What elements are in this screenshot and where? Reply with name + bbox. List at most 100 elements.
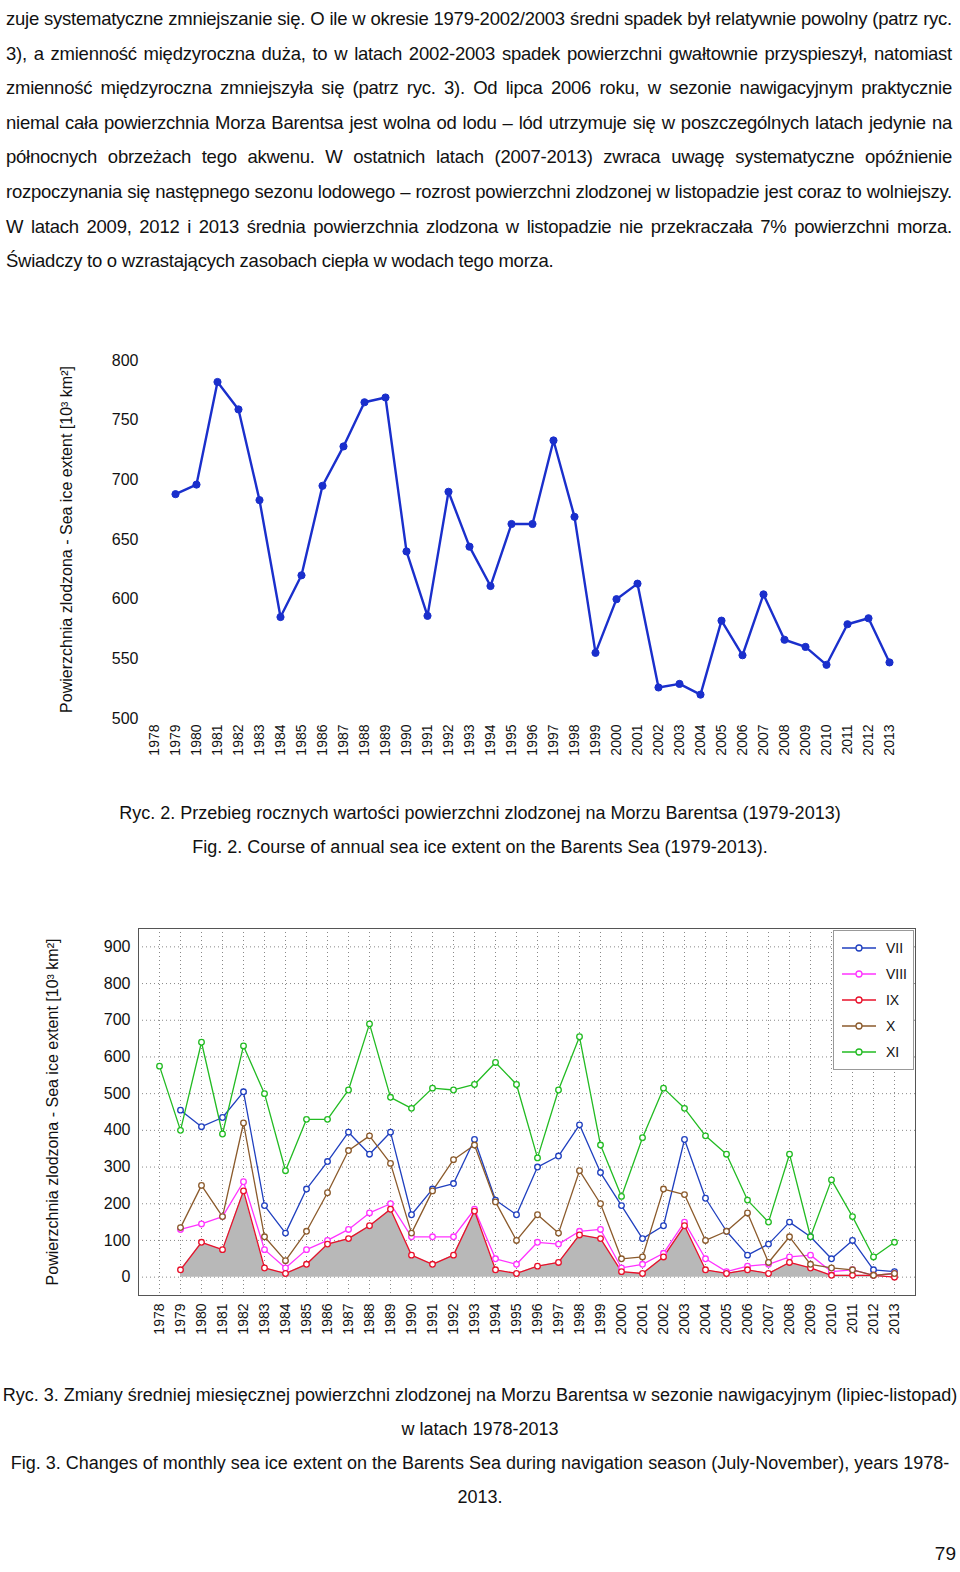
svg-text:1994: 1994 [487,1303,503,1334]
svg-text:1984: 1984 [272,724,288,755]
html-text:Fig. 3. Changes of monthly sea: Fig. 3. Changes of monthly sea ice exten… [10,1453,950,1507]
svg-text:700: 700 [112,471,139,488]
svg-text:2010: 2010 [823,1303,839,1334]
html-text:Ryc. 2. Przebieg rocznych wart: Ryc. 2. Przebieg rocznych wartości powie… [119,803,841,823]
svg-text:400: 400 [104,1121,131,1138]
svg-text:1980: 1980 [193,1303,209,1334]
svg-text:1981: 1981 [214,1303,230,1334]
svg-text:600: 600 [104,1048,131,1065]
svg-text:2012: 2012 [865,1303,881,1334]
svg-text:1993: 1993 [466,1303,482,1334]
svg-text:2009: 2009 [802,1303,818,1334]
svg-text:700: 700 [104,1011,131,1028]
svg-text:2000: 2000 [613,1303,629,1334]
svg-text:1999: 1999 [592,1303,608,1334]
svg-text:1998: 1998 [571,1303,587,1334]
svg-text:1995: 1995 [508,1303,524,1334]
svg-text:1983: 1983 [251,724,267,755]
svg-text:Powierzchnia zlodzona - Sea ic: Powierzchnia zlodzona - Sea ice extent [… [44,939,61,1286]
svg-text:2003: 2003 [676,1303,692,1334]
svg-text:900: 900 [104,938,131,955]
svg-text:1987: 1987 [340,1303,356,1334]
svg-text:1979: 1979 [172,1303,188,1334]
html-text:Ryc. 3. Zmiany średniej miesię: Ryc. 3. Zmiany średniej miesięcznej powi… [2,1385,958,1439]
svg-text:2004: 2004 [697,1303,713,1334]
svg-text:1998: 1998 [566,724,582,755]
svg-text:1996: 1996 [529,1303,545,1334]
svg-text:1982: 1982 [235,1303,251,1334]
svg-text:1989: 1989 [382,1303,398,1334]
svg-text:550: 550 [112,650,139,667]
svg-text:1991: 1991 [424,1303,440,1334]
svg-text:100: 100 [104,1232,131,1249]
svg-text:2000: 2000 [608,724,624,755]
svg-text:1999: 1999 [587,724,603,755]
svg-text:200: 200 [104,1195,131,1212]
svg-text:2010: 2010 [818,724,834,755]
svg-text:500: 500 [104,1085,131,1102]
svg-text:2013: 2013 [886,1303,902,1334]
svg-text:1978: 1978 [146,724,162,755]
svg-text:500: 500 [112,710,139,727]
svg-text:2008: 2008 [776,724,792,755]
svg-text:2003: 2003 [671,724,687,755]
svg-text:0: 0 [122,1268,131,1285]
html-text:VIII: VIII [886,966,907,982]
svg-text:2004: 2004 [692,724,708,755]
svg-text:2007: 2007 [755,724,771,755]
svg-text:1987: 1987 [335,724,351,755]
html-text:VII: VII [886,940,904,956]
svg-text:1986: 1986 [319,1303,335,1334]
svg-text:1979: 1979 [167,724,183,755]
svg-text:800: 800 [112,352,139,369]
svg-text:2002: 2002 [650,724,666,755]
svg-text:1989: 1989 [377,724,393,755]
svg-text:750: 750 [112,411,139,428]
svg-text:1985: 1985 [298,1303,314,1334]
svg-text:1997: 1997 [545,724,561,755]
svg-text:1988: 1988 [356,724,372,755]
svg-text:2005: 2005 [718,1303,734,1334]
svg-text:1984: 1984 [277,1303,293,1334]
svg-text:1992: 1992 [440,724,456,755]
svg-text:1995: 1995 [503,724,519,755]
svg-text:1988: 1988 [361,1303,377,1334]
svg-text:2006: 2006 [734,724,750,755]
html-text:79: 79 [934,1543,956,1564]
svg-text:1997: 1997 [550,1303,566,1334]
svg-text:600: 600 [112,590,139,607]
svg-text:1985: 1985 [293,724,309,755]
html-text:IX: IX [886,992,900,1008]
svg-text:1981: 1981 [209,724,225,755]
svg-text:1983: 1983 [256,1303,272,1334]
svg-text:300: 300 [104,1158,131,1175]
svg-text:2011: 2011 [839,724,855,754]
html-text:Fig. 2. Course of annual sea i: Fig. 2. Course of annual sea ice extent … [192,837,768,857]
html-text:zuje systematyczne zmniejszani: zuje systematyczne zmniejszanie się. O i… [6,8,952,272]
svg-text:1994: 1994 [482,724,498,755]
svg-text:1990: 1990 [398,724,414,755]
svg-text:2012: 2012 [860,724,876,755]
svg-text:2009: 2009 [797,724,813,755]
svg-text:2011: 2011 [844,1303,860,1333]
svg-text:1991: 1991 [419,724,435,755]
svg-text:Powierzchnia zlodzona - Sea ic: Powierzchnia zlodzona - Sea ice extent [… [58,366,75,713]
svg-text:2002: 2002 [655,1303,671,1334]
svg-text:2007: 2007 [760,1303,776,1334]
svg-text:2001: 2001 [634,1303,650,1334]
svg-text:1992: 1992 [445,1303,461,1334]
svg-text:1990: 1990 [403,1303,419,1334]
svg-text:800: 800 [104,975,131,992]
svg-text:1982: 1982 [230,724,246,755]
svg-text:1978: 1978 [151,1303,167,1334]
svg-text:2008: 2008 [781,1303,797,1334]
svg-text:2005: 2005 [713,724,729,755]
svg-text:650: 650 [112,531,139,548]
svg-text:1980: 1980 [188,724,204,755]
svg-text:2001: 2001 [629,724,645,755]
svg-text:1993: 1993 [461,724,477,755]
svg-text:2013: 2013 [881,724,897,755]
svg-text:1986: 1986 [314,724,330,755]
svg-text:1996: 1996 [524,724,540,755]
svg-text:2006: 2006 [739,1303,755,1334]
